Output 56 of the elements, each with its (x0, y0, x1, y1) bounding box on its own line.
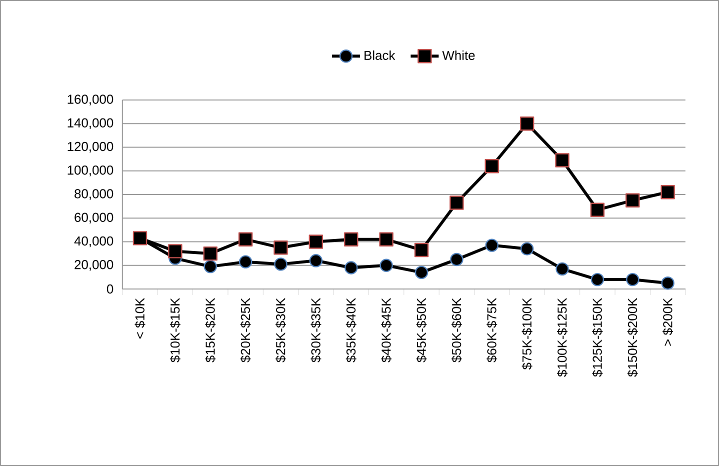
point (660, 185, 675, 200)
point (661, 276, 674, 290)
point (450, 252, 464, 266)
x-tick-label: $20K-$25K (240, 298, 251, 362)
point (556, 262, 569, 276)
legend-label: Black (364, 50, 396, 60)
point (274, 240, 288, 255)
point (168, 244, 182, 258)
point (485, 238, 498, 252)
point (274, 258, 288, 271)
point (344, 261, 358, 274)
y-tick-label: 60,000 (74, 212, 114, 224)
x-tick-label: < $10K (134, 298, 146, 339)
point (590, 272, 604, 286)
point (379, 232, 394, 246)
x-tick-label: > $200K (662, 298, 674, 346)
point (450, 196, 464, 210)
x-tick-label: $50K-$60K (451, 298, 462, 362)
point (520, 116, 534, 131)
y-tick-label: 100,000 (68, 166, 114, 176)
x-tick-label: $45K-$50K (416, 298, 427, 362)
x-tick-label: $150K-$200K (627, 298, 638, 377)
y-tick-label: 80,000 (74, 189, 114, 200)
legend-label: White (442, 50, 475, 60)
point (344, 232, 358, 246)
x-tick-label: $125K-$150K (592, 298, 603, 377)
x-tick-label: $30K-$35K (310, 298, 322, 362)
point (520, 242, 534, 256)
y-tick-label: 120,000 (68, 142, 114, 153)
point (484, 159, 499, 174)
x-tick-label: $100K-$125K (557, 298, 568, 377)
point (414, 242, 429, 258)
point (238, 232, 253, 246)
point (203, 246, 218, 261)
point (308, 234, 324, 249)
y-tick-label: 140,000 (68, 118, 114, 129)
point (626, 272, 640, 286)
x-tick-label: $25K-$30K (276, 298, 286, 362)
x-tick-label: $40K-$45K (381, 298, 392, 362)
x-tick-label: $75K-$100K (522, 298, 532, 370)
point (309, 254, 323, 268)
x-tick-label: $15K-$20K (205, 298, 216, 362)
y-tick-label: 160,000 (68, 94, 114, 106)
y-tick-label: 20,000 (74, 260, 114, 271)
point (626, 193, 640, 208)
point (590, 202, 605, 217)
point (238, 255, 252, 268)
point (414, 266, 428, 280)
y-tick-label: 40,000 (74, 236, 114, 248)
y-tick-label: 0 (106, 284, 114, 294)
point (204, 260, 217, 274)
x-tick-label: $60K-$75K (486, 298, 498, 362)
point (380, 258, 393, 272)
point (555, 153, 570, 168)
x-tick-label: $35K-$40K (346, 298, 356, 362)
x-tick-label: $10K-$15K (170, 298, 180, 362)
